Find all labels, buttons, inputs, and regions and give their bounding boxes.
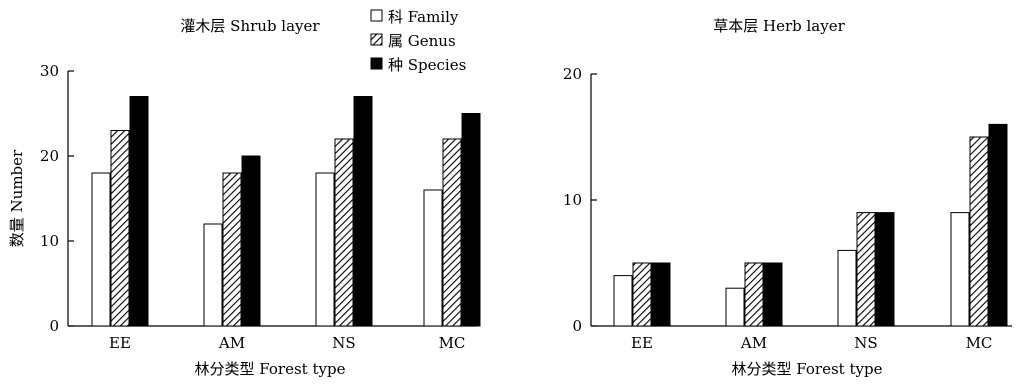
bar-ns-series-1: [856, 212, 876, 327]
x-tick-label: MC: [966, 334, 993, 352]
x-tick-label: EE: [631, 334, 653, 352]
x-tick-label: AM: [218, 334, 245, 352]
bar-ee-series-1: [632, 262, 652, 327]
legend-label: 属 Genus: [388, 32, 456, 50]
bar-ee-series-0: [91, 172, 111, 327]
legend-label: 种 Species: [388, 56, 466, 74]
bar-mc-series-0: [423, 189, 443, 327]
x-axis-title: 林分类型 Forest type: [732, 360, 883, 378]
x-tick-label: EE: [109, 334, 131, 352]
legend-swatch-1: [370, 33, 383, 46]
bar-ns-series-1: [334, 138, 354, 327]
bar-am-series-2: [241, 155, 261, 327]
bar-ee-series-1: [110, 130, 130, 327]
y-tick-label: 30: [40, 62, 59, 80]
bar-ns-series-2: [875, 212, 895, 327]
bar-mc-series-2: [461, 113, 481, 327]
bar-am-series-0: [203, 223, 223, 327]
y-tick-label: 10: [563, 191, 582, 209]
bar-am-series-1: [222, 172, 242, 327]
legend-swatch-0: [370, 9, 383, 22]
x-axis-title: 林分类型 Forest type: [195, 360, 346, 378]
bar-am-series-0: [725, 287, 745, 327]
bar-mc-series-2: [988, 123, 1008, 327]
bar-ee-series-0: [613, 275, 633, 327]
x-tick-label: NS: [854, 334, 877, 352]
x-tick-label: MC: [439, 334, 466, 352]
y-tick-label: 10: [40, 232, 59, 250]
bar-mc-series-1: [442, 138, 462, 327]
bar-ee-series-2: [129, 96, 149, 327]
legend-label: 科 Family: [388, 8, 459, 26]
bar-ns-series-2: [353, 96, 373, 327]
chart-title: 草本层 Herb layer: [713, 17, 845, 35]
y-tick-label: 0: [572, 317, 582, 335]
bar-mc-series-1: [969, 136, 989, 327]
bar-ns-series-0: [837, 249, 857, 327]
bar-ns-series-0: [315, 172, 335, 327]
bar-mc-series-0: [950, 212, 970, 327]
y-tick-label: 20: [563, 65, 582, 83]
bar-am-series-2: [763, 262, 783, 327]
y-tick-label: 0: [49, 317, 59, 335]
bar-ee-series-2: [651, 262, 671, 327]
legend-swatch-2: [370, 57, 383, 70]
x-tick-label: NS: [332, 334, 355, 352]
chart-title: 灌木层 Shrub layer: [180, 17, 320, 35]
bar-am-series-1: [744, 262, 764, 327]
x-tick-label: AM: [740, 334, 767, 352]
y-axis-title: 数量 Number: [8, 149, 26, 247]
y-tick-label: 20: [40, 147, 59, 165]
